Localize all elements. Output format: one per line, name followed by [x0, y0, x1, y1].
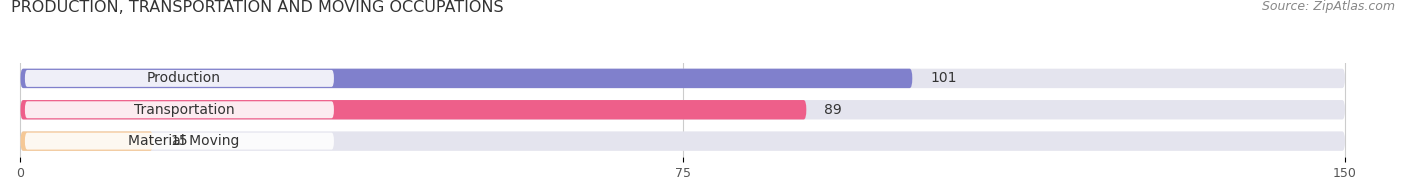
Text: 101: 101: [929, 71, 956, 85]
FancyBboxPatch shape: [21, 69, 1346, 88]
Text: 15: 15: [170, 134, 188, 148]
Text: PRODUCTION, TRANSPORTATION AND MOVING OCCUPATIONS: PRODUCTION, TRANSPORTATION AND MOVING OC…: [11, 0, 503, 15]
FancyBboxPatch shape: [21, 100, 807, 120]
FancyBboxPatch shape: [25, 101, 335, 118]
FancyBboxPatch shape: [21, 131, 1346, 151]
Text: Production: Production: [146, 71, 221, 85]
FancyBboxPatch shape: [21, 131, 153, 151]
FancyBboxPatch shape: [21, 100, 1346, 120]
FancyBboxPatch shape: [25, 70, 335, 87]
FancyBboxPatch shape: [25, 133, 335, 150]
Text: 89: 89: [824, 103, 842, 117]
Text: Source: ZipAtlas.com: Source: ZipAtlas.com: [1261, 0, 1395, 13]
Text: Transportation: Transportation: [134, 103, 235, 117]
FancyBboxPatch shape: [21, 69, 912, 88]
Text: Material Moving: Material Moving: [128, 134, 239, 148]
